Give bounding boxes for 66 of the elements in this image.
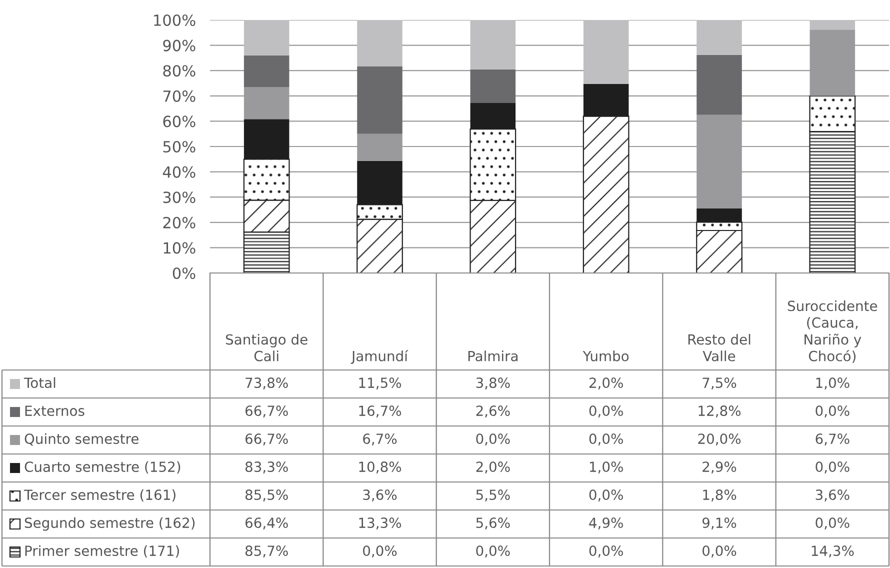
text: 0,0%	[816, 462, 850, 474]
text: 2,9%	[702, 462, 736, 474]
text: 16,7%	[359, 406, 402, 418]
text: 3,6%	[816, 490, 850, 502]
text: 0,0%	[476, 546, 510, 558]
legend-label: Externos	[25, 406, 84, 416]
text: 66,4%	[245, 518, 288, 530]
legend-label: Cuarto semestre (152)	[24, 461, 180, 474]
text: 7,5%	[702, 378, 736, 390]
text: 0,0%	[589, 490, 623, 502]
legend-label: Primer semestre (171)	[25, 545, 179, 558]
y-tick-label: 10%	[164, 242, 196, 254]
text: 3,6%	[363, 490, 397, 502]
y-tick-label: 80%	[163, 65, 196, 77]
text: 5,5%	[476, 490, 510, 502]
legend-label: Quinto semestre	[24, 433, 138, 446]
x-tick-label: Palmira	[468, 350, 518, 362]
text: 1,0%	[590, 462, 623, 474]
text: 83,3%	[245, 462, 288, 474]
text: 14,3%	[812, 546, 854, 558]
text: 11,5%	[359, 378, 402, 390]
text: 0,0%	[589, 434, 623, 446]
text: 2,0%	[589, 378, 623, 390]
text: 85,7%	[245, 546, 288, 558]
text: 0,0%	[816, 518, 850, 530]
y-tick-label: 70%	[163, 90, 196, 102]
text: 6,7%	[363, 434, 397, 446]
text: 10,8%	[359, 462, 402, 474]
text: 5,6%	[476, 518, 510, 530]
legend-label: Tercer semestre (161)	[24, 489, 176, 502]
text: 2,0%	[476, 462, 510, 474]
y-tick-label: 90%	[163, 40, 196, 52]
x-tick-label: Suroccidente (Cauca, Nariño y Chocó)	[788, 300, 878, 363]
text: 0,0%	[589, 546, 623, 558]
text: 66,7%	[245, 434, 288, 446]
y-tick-label: 30%	[163, 192, 196, 204]
text: 13,3%	[359, 518, 402, 530]
x-tick-label: Santiago de Cali	[226, 334, 308, 362]
legend-label: Total	[24, 377, 56, 388]
legend-label: Segundo semestre (162)	[24, 517, 195, 531]
y-tick-label: 20%	[163, 216, 196, 228]
text: 12,8%	[698, 406, 741, 418]
text: 66,7%	[245, 406, 288, 418]
text: 0,0%	[589, 406, 623, 418]
y-tick-label: 60%	[163, 116, 196, 128]
y-tick-label: 100%	[154, 14, 196, 26]
text: 3,8%	[476, 378, 510, 390]
y-tick-label: 50%	[163, 140, 196, 153]
text: 0,0%	[476, 434, 510, 446]
text: 0,0%	[702, 546, 736, 558]
text: 0,0%	[363, 546, 397, 558]
text: 2,6%	[476, 406, 510, 418]
text: 1,8%	[703, 490, 736, 502]
x-tick-label: Resto del Valle	[688, 334, 750, 362]
x-tick-label: Yumbo	[582, 350, 629, 362]
text: 4,9%	[589, 518, 623, 530]
y-tick-label: 40%	[162, 166, 196, 178]
text: 0,0%	[816, 406, 850, 418]
text: 85,5%	[245, 490, 288, 502]
text: 1,0%	[816, 378, 850, 390]
text: 9,1%	[702, 518, 736, 530]
text: 20,0%	[698, 434, 741, 446]
x-tick-label: Jamundí	[350, 350, 408, 364]
text: 6,7%	[816, 434, 850, 446]
text: 73,8%	[246, 378, 288, 390]
y-tick-label: 0%	[172, 267, 196, 280]
